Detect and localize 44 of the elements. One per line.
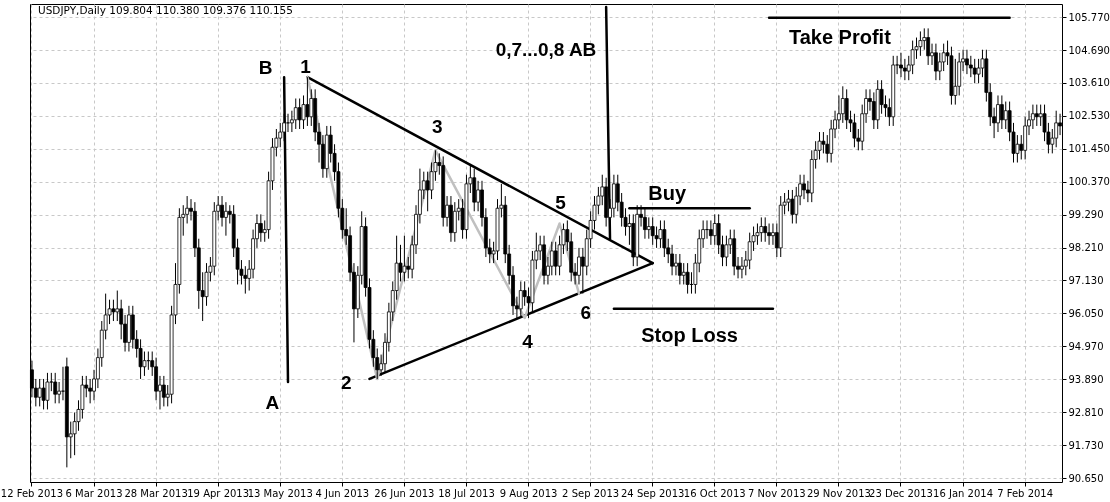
y-tick-label: 104.690 [1068, 44, 1110, 56]
y-tick-label: 97.130 [1068, 275, 1104, 286]
y-tick-label: 90.650 [1068, 472, 1104, 484]
x-tick-label: 4 Jun 2013 [315, 487, 370, 499]
x-tick-label: 12 Feb 2013 [0, 487, 64, 499]
annotation: Take Profit [788, 26, 892, 48]
chart-title: USDJPY,Daily 109.804 110.380 109.376 110.155 [38, 4, 293, 16]
annotation: 1 [300, 56, 312, 78]
y-tick-label: 99.290 [1068, 209, 1104, 221]
annotation: A [265, 392, 280, 413]
annotation: 2 [340, 372, 352, 393]
x-tick-label: 29 Nov 2013 [806, 487, 871, 499]
y-tick-label: 105.770 [1068, 11, 1110, 23]
x-tick-label: 9 Aug 2013 [499, 487, 558, 499]
y-tick-label: 102.530 [1068, 110, 1110, 122]
x-tick-label: 18 Jul 2013 [438, 487, 495, 499]
x-tick-label: 7 Nov 2013 [748, 487, 806, 499]
annotation: 5 [555, 192, 567, 213]
annotation: Buy [648, 182, 687, 204]
x-tick-label: 6 Mar 2013 [65, 487, 123, 499]
y-tick-label: 91.730 [1068, 439, 1104, 451]
y-tick-label: 103.610 [1068, 77, 1110, 89]
annotation: Stop Loss [641, 324, 738, 346]
x-tick-label: 26 Jun 2013 [374, 487, 435, 499]
x-tick-label: 2 Sep 2013 [562, 487, 620, 499]
x-tick-label: 16 Jan 2014 [933, 487, 994, 499]
x-tick-label: 7 Feb 2014 [997, 487, 1054, 499]
x-tick-label: 28 Mar 2013 [124, 487, 188, 499]
y-tick-label: 94.970 [1068, 340, 1104, 352]
x-tick-label: 19 Apr 2013 [187, 487, 250, 499]
y-tick-label: 98.210 [1068, 242, 1104, 254]
x-tick-label: 23 Dec 2013 [869, 487, 933, 499]
y-tick-label: 96.050 [1068, 307, 1104, 319]
annotation: B [258, 57, 273, 78]
annotation: 0,7...0,8 AB [495, 39, 597, 60]
y-tick-label: 100.370 [1068, 176, 1110, 188]
annotation: 4 [522, 330, 534, 352]
y-tick-label: 93.890 [1068, 373, 1104, 385]
y-tick-label: 101.450 [1068, 143, 1110, 155]
annotation: 6 [580, 301, 592, 323]
x-tick-label: 24 Sep 2013 [621, 487, 685, 499]
y-tick-label: 92.810 [1068, 406, 1104, 418]
annotation: 3 [432, 116, 443, 137]
x-tick-label: 16 Oct 2013 [683, 487, 746, 499]
